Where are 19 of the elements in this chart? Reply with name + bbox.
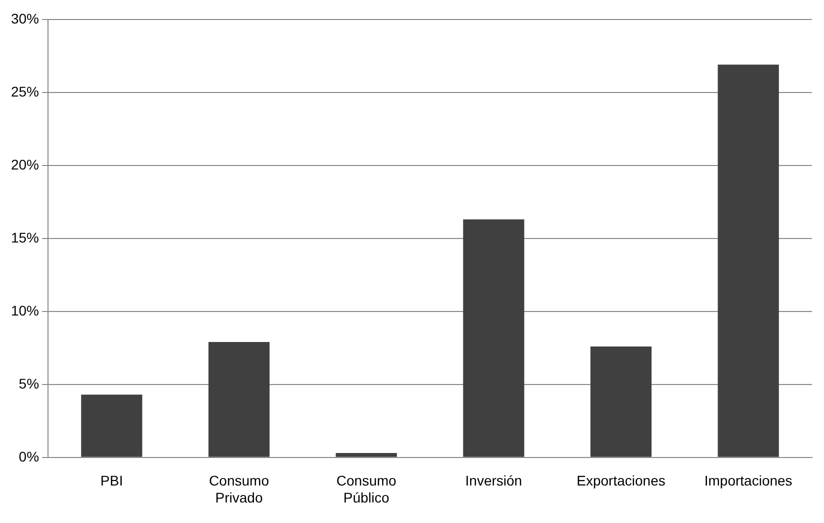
y-tick-label: 15% xyxy=(10,229,40,246)
x-tick-label: PBI xyxy=(100,472,123,489)
bar xyxy=(81,394,142,457)
x-tick-label: Consumo Privado xyxy=(209,472,270,506)
bar xyxy=(590,346,652,457)
x-tick-label: Inversión xyxy=(465,472,522,489)
bar xyxy=(336,453,397,457)
y-tick-label: 25% xyxy=(10,83,40,100)
y-tick-label: 20% xyxy=(10,156,40,172)
y-tick-label: 10% xyxy=(10,302,40,318)
x-tick-label: Consumo Público xyxy=(336,472,397,506)
y-tick-label: 0% xyxy=(18,448,40,464)
x-tick-label: Importaciones xyxy=(704,472,792,489)
y-tick-label: 30% xyxy=(10,10,40,26)
bar xyxy=(463,219,524,457)
bar xyxy=(718,64,779,457)
y-tick-label: 5% xyxy=(18,375,40,392)
bar xyxy=(208,342,270,457)
x-tick-label: Exportaciones xyxy=(576,472,666,489)
